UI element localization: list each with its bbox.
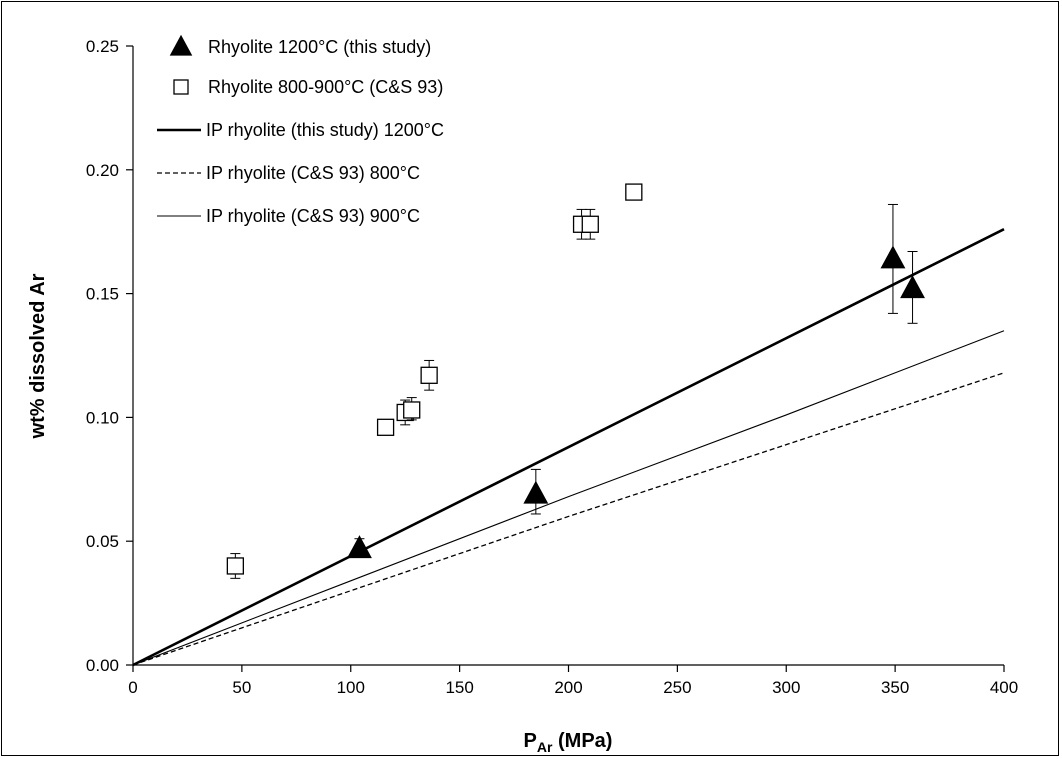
x-axis-title: PAr (MPa) [524,730,613,755]
data-points [226,183,925,579]
y-tick-label: 0.00 [86,656,119,675]
legend: Rhyolite 1200°C (this study) Rhyolite 800… [157,34,444,226]
y-axis-title: wt% dissolved Ar [27,273,49,439]
x-tick-label: 50 [232,678,251,697]
y-tick-label: 0.10 [86,408,119,427]
legend-label: Rhyolite 800-900°C (C&S 93) [208,77,443,97]
legend-marker-triangle [169,34,193,56]
fit-lines [132,228,1005,667]
x-tick-label: 200 [554,678,582,697]
x-tick-label: 350 [881,678,909,697]
data-point-square [376,418,395,436]
legend-marker-square [173,79,189,95]
x-tick-label: 400 [990,678,1018,697]
legend-label: IP rhyolite (C&S 93) 900°C [206,206,420,226]
data-point-square [420,366,438,384]
data-point-triangle [347,535,372,559]
x-tick-label: 150 [445,678,473,697]
axes: 0 50 100 150 200 250 300 350 400 0.00 0.05 0.10 0.15… [86,37,1018,697]
data-point-triangle [880,245,906,269]
data-point-square [226,557,244,575]
x-tick-label: 100 [337,678,365,697]
fit-line-thin [132,330,1005,666]
y-tick-label: 0.25 [86,37,119,56]
legend-label: IP rhyolite (this study) 1200°C [206,120,444,140]
y-tick-label: 0.20 [86,161,119,180]
x-tick-label: 0 [128,678,137,697]
x-tick-label: 250 [663,678,691,697]
y-tick-label: 0.15 [86,285,119,304]
fit-line-thick [132,228,1005,667]
legend-label: IP rhyolite (C&S 93) 800°C [206,163,420,183]
x-axis-title-unit: (MPa) [552,730,612,752]
data-point-triangle [523,480,549,504]
x-axis-title-main: P [524,730,537,752]
data-point-square [403,401,421,419]
x-tick-label: 300 [772,678,800,697]
data-point-square [581,215,599,233]
x-axis-title-subscript: Ar [537,739,553,755]
fit-line-dashed [132,372,1005,666]
data-point-square [625,183,643,201]
y-tick-label: 0.05 [86,532,119,551]
legend-label: Rhyolite 1200°C (this study) [208,37,431,57]
data-point-triangle [900,275,925,299]
